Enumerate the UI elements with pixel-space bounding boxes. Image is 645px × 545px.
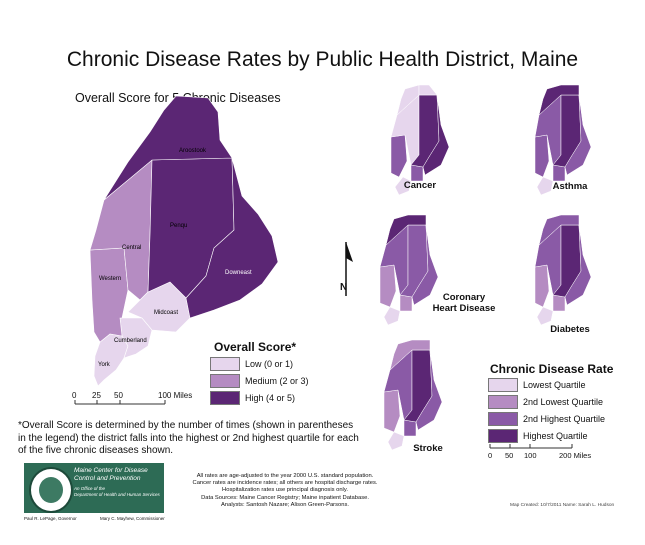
mini-title-diabetes: Diabetes [550,324,590,335]
overall-legend-high: High (4 or 5) [210,391,295,405]
note-4: Data Sources: Maine Cancer Registry; Mai… [201,494,369,501]
mini-map-coronary-heart-disease [379,214,439,326]
district-aroostook [103,95,233,201]
mini-scale-bar [489,444,573,449]
main-map [89,95,279,387]
rate-legend-q1-label: Lowest Quartile [523,380,586,390]
logo-left-caption: Paul R. LePage, Governor [24,516,77,521]
main-scale-bar [74,400,166,405]
mini-scale-50: 50 [505,451,514,460]
label-penquis: Penqu [170,223,187,229]
logo-line-2: Control and Prevention [74,475,141,482]
overall-legend-low-label: Low (0 or 1) [245,359,294,369]
label-western: Western [99,276,121,282]
swatch-q4 [488,429,518,443]
overall-legend-medium: Medium (2 or 3) [210,374,309,388]
overall-legend-title: Overall Score* [214,340,297,354]
logo-line-1: Maine Center for Disease [74,467,148,474]
swatch-q2 [488,395,518,409]
overall-legend-low: Low (0 or 1) [210,357,293,371]
rate-legend-q3: 2nd Highest Quartile [488,412,605,426]
logo-right-caption: Mary C. Mayhew, Commissioner [100,516,165,521]
main-scale-25: 25 [92,391,101,400]
note-1: All rates are age-adjusted to the year 2… [196,473,374,479]
swatch-q1 [488,378,518,392]
mini-scale-0: 0 [488,451,493,460]
district-downeast [185,157,279,319]
footnote: *Overall Score is determined by the numb… [18,420,359,456]
swatch-q3 [488,412,518,426]
state-seal-icon [29,467,73,513]
overall-legend-medium-label: Medium (2 or 3) [245,376,309,386]
mini-title-stroke: Stroke [413,443,443,454]
label-aroostook: Aroostook [179,148,207,154]
rate-legend-q4-label: Highest Quartile [523,431,588,441]
main-scale-50: 50 [114,391,123,400]
north-label: N [340,282,348,293]
rate-legend-q2-label: 2nd Lowest Quartile [523,397,604,407]
label-downeast: Downeast [225,270,252,276]
mini-title-asthma: Asthma [552,181,588,192]
mini-map-asthma [534,84,592,196]
mini-map-cancer [390,84,450,196]
overall-legend-high-label: High (4 or 5) [245,393,296,403]
mini-scale-100: 100 [524,451,537,460]
note-2: Cancer rates are incidence rates; all ot… [192,480,378,487]
mini-map-diabetes [534,214,592,326]
mini-title-coronary-heart-disease: Coronary Heart Disease [432,292,496,314]
mini-map-stroke [383,339,443,451]
district-labels: Aroostook Penqu Central Western Downeast… [98,148,252,368]
north-arrow [345,242,353,296]
rate-legend-q1: Lowest Quartile [488,378,586,392]
main-scale-100: 100 Miles [158,391,193,400]
label-midcoast: Midcoast [154,310,178,316]
page-title: Chronic Disease Rates by Public Health D… [66,48,579,71]
label-york: York [98,362,111,368]
rate-legend-title: Chronic Disease Rate [490,362,614,376]
maine-cdc-logo: Maine Center for Disease Control and Pre… [24,463,164,513]
map-credit: Map Created: 10/7/2011 Name: Sarah L. Hu… [510,503,615,508]
mini-title-cancer: Cancer [403,180,437,191]
note-5: Analysts: Santosh Nazare; Alison Green-P… [221,501,349,508]
rate-legend-q4: Highest Quartile [488,429,588,443]
mini-scale-labels: 0 50 100 200 Miles [486,451,596,461]
note-3: Hospitalization rates use principal diag… [222,487,348,494]
mini-scale-200: 200 Miles [559,451,592,460]
main-scale-labels: 0 25 50 100 Miles [70,391,193,401]
swatch-low [210,357,240,371]
label-central: Central [122,245,141,251]
rate-legend-q3-label: 2nd Highest Quartile [523,414,606,424]
data-notes: All rates are age-adjusted to the year 2… [165,473,405,509]
main-scale-0: 0 [72,391,77,400]
logo-line-3: An Office of the [74,486,106,491]
label-cumberland: Cumberland [114,338,147,344]
swatch-high [210,391,240,405]
rate-legend-q2: 2nd Lowest Quartile [488,395,603,409]
swatch-medium [210,374,240,388]
logo-line-4: Department of Health and Human Services [74,492,160,497]
